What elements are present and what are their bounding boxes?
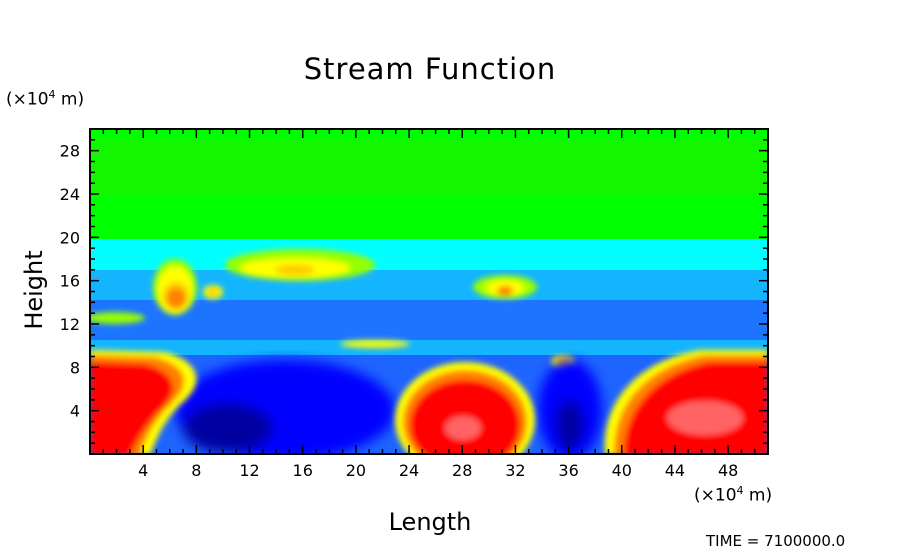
- x-tick-label: 36: [558, 461, 578, 480]
- x-tick-label: 44: [665, 461, 685, 480]
- vortex-red-mid-core: [445, 416, 481, 440]
- cell-left-shelf: [90, 312, 145, 324]
- cell-upper-4-core: [208, 288, 218, 296]
- x-tick-label: 28: [452, 461, 472, 480]
- vortex-blue-1-core: [183, 403, 273, 453]
- y-tick-label: 28: [60, 142, 80, 161]
- cell-mid-strip: [340, 340, 410, 348]
- plot-area: [90, 129, 768, 454]
- x-tick-label: 4: [138, 461, 148, 480]
- band-blue-mid: [90, 300, 768, 340]
- y-tick-label: 24: [60, 185, 80, 204]
- chart-title: Stream Function: [303, 52, 557, 86]
- vortex-red-left: [90, 362, 173, 454]
- cell-upper-3-core: [497, 286, 513, 296]
- y-tick-label: 12: [60, 315, 80, 334]
- vortex-red-right-core: [667, 401, 743, 435]
- y-axis-label: Height: [20, 250, 48, 330]
- cell-upper-1-core: [167, 288, 185, 308]
- y-tick-label: 4: [70, 402, 80, 421]
- x-tick-label: 40: [612, 461, 632, 480]
- y-tick-label: 20: [60, 228, 80, 247]
- x-tick-label: 16: [293, 461, 313, 480]
- time-footer: TIME = 7100000.0: [706, 532, 846, 550]
- y-tick-label: 16: [60, 272, 80, 291]
- x-axis-unit: (×104 m): [694, 484, 773, 506]
- cell-upper-2-core: [275, 265, 315, 275]
- vortex-blue-2-core: [556, 400, 584, 450]
- y-tick-label: 8: [70, 358, 80, 377]
- x-tick-label: 48: [718, 461, 738, 480]
- x-tick-label: 8: [191, 461, 201, 480]
- band-light-green: [90, 140, 768, 195]
- y-axis-unit: (×104 m): [6, 88, 85, 110]
- x-tick-label: 24: [399, 461, 419, 480]
- x-axis-label: Length: [388, 508, 472, 536]
- x-tick-label: 32: [505, 461, 525, 480]
- x-tick-label: 20: [346, 461, 366, 480]
- x-tick-label: 12: [239, 461, 259, 480]
